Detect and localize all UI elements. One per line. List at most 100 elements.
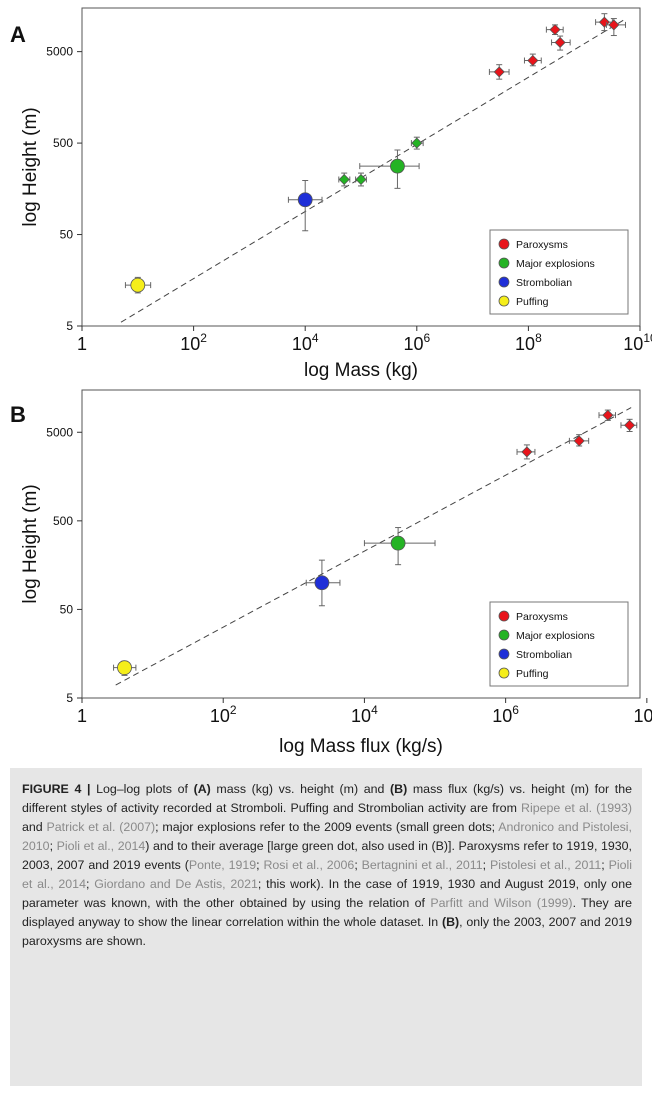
x-tick-exponent: 2 bbox=[200, 331, 207, 345]
x-tick-base: 10 bbox=[210, 706, 230, 726]
caption-text: (A) bbox=[193, 782, 211, 796]
regression-line bbox=[120, 19, 624, 323]
x-tick-label: 108 bbox=[515, 331, 542, 354]
x-tick-base: 1 bbox=[77, 706, 87, 726]
x-tick-base: 10 bbox=[180, 334, 200, 354]
y-tick-label: 5 bbox=[66, 319, 73, 333]
caption-text: mass flux (kg/s) vs. height (m) for the … bbox=[22, 782, 632, 815]
legend-label: Major explosions bbox=[516, 630, 595, 642]
panel-label: A bbox=[10, 22, 26, 47]
strombolian-point bbox=[314, 575, 330, 591]
caption-citation[interactable]: Pioli et al., 2014 bbox=[22, 858, 632, 891]
caption-text: ) and to their average [large green dot,… bbox=[22, 839, 632, 872]
legend-swatch bbox=[498, 629, 510, 641]
legend-swatch bbox=[498, 667, 510, 679]
paroxysms-point bbox=[573, 435, 585, 447]
y-tick-label: 50 bbox=[60, 602, 74, 616]
caption-text: Log–log plots of bbox=[96, 782, 194, 796]
x-tick-label: 106 bbox=[492, 703, 519, 726]
legend: Paroxysms Major explosions Strombolian Puff… bbox=[489, 229, 629, 315]
major-explosions-average-point bbox=[390, 158, 405, 174]
y-tick-label: 5000 bbox=[46, 425, 73, 439]
x-tick-label: 1010 bbox=[623, 331, 652, 354]
strombolian-point bbox=[297, 192, 313, 208]
paroxysms-point bbox=[549, 24, 561, 36]
x-tick-exponent: 6 bbox=[512, 703, 519, 717]
y-tick-label: 5000 bbox=[46, 45, 73, 59]
legend-label: Strombolian bbox=[516, 649, 572, 661]
legend-swatch bbox=[498, 295, 510, 307]
legend-swatch bbox=[498, 648, 510, 660]
caption-text: mass (kg) vs. height (m) and bbox=[210, 782, 391, 796]
caption-citation[interactable]: Andronico and Pistolesi, 2010 bbox=[22, 820, 632, 853]
caption-citation[interactable]: Ripepe et al. (1993) bbox=[521, 801, 632, 815]
x-tick-label: 1 bbox=[77, 706, 87, 726]
caption-text: , only the 2003, 2007 and 2019 paroxysms… bbox=[22, 915, 632, 948]
x-tick-base: 1 bbox=[77, 334, 87, 354]
x-tick-base: 10 bbox=[351, 706, 371, 726]
x-tick-label: 108 bbox=[633, 703, 652, 726]
x-tick-exponent: 10 bbox=[643, 331, 652, 345]
y-tick-label: 500 bbox=[53, 136, 73, 150]
caption-text: ; bbox=[354, 858, 362, 872]
caption-citation[interactable]: Pistolesi et al., 2011 bbox=[489, 858, 602, 872]
legend-swatch bbox=[498, 276, 510, 288]
caption-text: ; major explosions refer to the 2009 eve… bbox=[155, 820, 499, 834]
x-tick-exponent: 6 bbox=[423, 331, 430, 345]
paroxysms-point bbox=[602, 409, 614, 421]
major-explosions-point bbox=[390, 535, 406, 551]
legend-label: Major explosions bbox=[516, 258, 595, 270]
y-tick-label: 500 bbox=[53, 514, 73, 528]
caption-figure-label: FIGURE 4 | bbox=[22, 782, 97, 796]
caption-text: ; bbox=[601, 858, 609, 872]
x-tick-base: 10 bbox=[623, 334, 643, 354]
puffing-point bbox=[117, 660, 132, 676]
x-tick-exponent: 4 bbox=[312, 331, 319, 345]
legend-swatch bbox=[498, 610, 510, 622]
legend-label: Strombolian bbox=[516, 277, 572, 289]
caption-text: (B) bbox=[441, 915, 460, 929]
caption-citation[interactable]: Giordano and De Astis, 2021 bbox=[94, 877, 258, 891]
major-explosions-point bbox=[355, 173, 367, 186]
caption-citation[interactable]: Bertagnini et al., 2011 bbox=[361, 858, 483, 872]
regression-line bbox=[115, 407, 632, 686]
plot-frame bbox=[81, 7, 641, 327]
paroxysms-point bbox=[527, 54, 539, 67]
figure-caption-box: FIGURE 4 | Log–log plots of (A) mass (kg… bbox=[10, 768, 642, 1086]
caption-text: ; bbox=[49, 839, 57, 853]
x-tick-label: 106 bbox=[403, 331, 430, 354]
x-tick-exponent: 8 bbox=[535, 331, 542, 345]
x-tick-label: 1 bbox=[77, 334, 87, 354]
caption-citation[interactable]: Patrick et al. (2007) bbox=[46, 820, 156, 834]
x-tick-base: 10 bbox=[633, 706, 652, 726]
x-tick-base: 10 bbox=[515, 334, 535, 354]
figure-charts: A110210410610810105505005000log Mass (kg… bbox=[10, 7, 652, 757]
chart-panel-b: B11021041061085505005000log Mass flux (k… bbox=[10, 389, 652, 757]
caption-citation[interactable]: Pioli et al., 2014 bbox=[56, 839, 146, 853]
legend-label: Puffing bbox=[516, 296, 549, 308]
legend-swatch bbox=[498, 238, 510, 250]
paroxysms-point bbox=[493, 66, 505, 78]
caption-citation[interactable]: Rosi et al., 2006 bbox=[263, 858, 355, 872]
paroxysms-point bbox=[598, 16, 610, 28]
x-axis-label: log Mass flux (kg/s) bbox=[279, 736, 443, 757]
figure-caption: FIGURE 4 | Log–log plots of (A) mass (kg… bbox=[22, 780, 632, 951]
caption-text: ; bbox=[256, 858, 264, 872]
caption-text: ; this work). In the case of 1919, 1930 … bbox=[22, 877, 632, 910]
y-tick-label: 50 bbox=[60, 228, 74, 242]
y-tick-label: 5 bbox=[66, 691, 73, 705]
paroxysms-point bbox=[554, 36, 566, 49]
caption-text: ; bbox=[85, 877, 95, 891]
legend-label: Paroxysms bbox=[516, 611, 568, 623]
caption-citation[interactable]: Parfitt and Wilson (1999) bbox=[430, 896, 573, 910]
legend-label: Paroxysms bbox=[516, 239, 568, 251]
caption-text: ; bbox=[482, 858, 490, 872]
caption-citation[interactable]: Ponte, 1919 bbox=[188, 858, 257, 872]
caption-text: and bbox=[22, 820, 47, 834]
chart-panel-a: A110210410610810105505005000log Mass (kg… bbox=[10, 7, 652, 381]
x-tick-label: 104 bbox=[292, 331, 319, 354]
x-tick-label: 104 bbox=[351, 703, 378, 726]
legend-label: Puffing bbox=[516, 668, 549, 680]
x-axis-label: log Mass (kg) bbox=[304, 360, 418, 381]
x-tick-base: 10 bbox=[292, 334, 312, 354]
